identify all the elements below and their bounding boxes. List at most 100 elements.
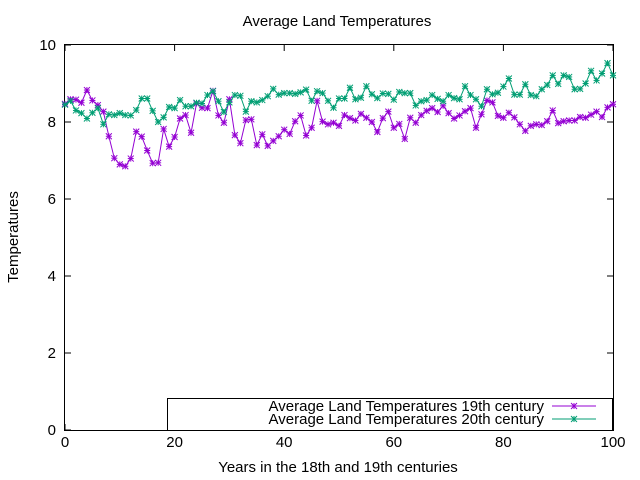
data-point [253, 141, 261, 149]
data-point [363, 82, 370, 90]
data-point [269, 137, 277, 145]
data-point [341, 111, 348, 119]
data-point [406, 114, 414, 122]
data-point [89, 97, 96, 104]
data-point [286, 89, 294, 97]
data-point [423, 107, 431, 115]
data-point [554, 80, 562, 88]
data-point [456, 95, 463, 103]
data-point [417, 111, 425, 119]
series-2 [61, 59, 617, 128]
data-point [538, 121, 546, 129]
y-axis-label: Temperatures [5, 191, 22, 283]
data-point [412, 119, 420, 127]
data-point [237, 92, 244, 100]
data-point [450, 115, 458, 122]
data-point [83, 86, 91, 94]
data-point [308, 124, 315, 132]
data-point [417, 97, 425, 105]
data-point [280, 126, 288, 134]
data-point [127, 112, 135, 119]
data-point [582, 114, 589, 122]
axes [64, 44, 614, 431]
data-point [116, 109, 124, 117]
x-tick-label: 0 [61, 434, 69, 451]
data-point [549, 72, 557, 79]
y-tick-label: 0 [48, 422, 56, 439]
data-point [478, 102, 485, 110]
data-point [363, 114, 370, 122]
data-point [461, 107, 469, 115]
x-tick-label: 60 [385, 434, 402, 451]
legend-marker [570, 415, 578, 423]
data-point [220, 108, 228, 116]
data-point [160, 114, 167, 121]
data-point [302, 132, 310, 139]
data-point [450, 94, 458, 102]
data-point [406, 89, 414, 97]
data-point [78, 109, 85, 117]
data-point [231, 131, 239, 139]
data-point [319, 118, 326, 125]
data-point [264, 92, 272, 100]
data-point [253, 99, 261, 106]
data-point [280, 89, 288, 97]
data-point [302, 86, 310, 94]
data-point [247, 115, 255, 123]
data-point [286, 130, 294, 138]
data-point [500, 83, 507, 90]
data-point [401, 89, 409, 97]
data-point [247, 97, 255, 105]
data-point [489, 90, 496, 98]
data-point [324, 97, 332, 105]
data-point [176, 115, 184, 122]
data-point [505, 75, 513, 82]
data-point [571, 85, 578, 93]
data-point [204, 91, 211, 99]
data-point [604, 104, 611, 111]
data-point [313, 87, 321, 95]
data-point [565, 117, 573, 124]
data-point [121, 111, 129, 119]
y-tick-label: 4 [48, 268, 56, 285]
data-point [483, 97, 491, 104]
data-point [89, 109, 96, 117]
data-point [461, 82, 469, 90]
series-group [61, 59, 617, 170]
data-point [165, 143, 173, 150]
data-point [105, 132, 113, 140]
data-point [560, 72, 568, 79]
data-point [291, 90, 299, 98]
y-tick-label: 2 [48, 345, 56, 362]
data-point [100, 120, 107, 128]
data-point [593, 108, 600, 115]
data-point [308, 97, 315, 105]
data-point [478, 110, 485, 118]
data-point [215, 97, 222, 105]
data-point [576, 85, 584, 93]
data-point [384, 90, 392, 98]
data-point [587, 67, 595, 75]
data-point [127, 155, 135, 162]
data-point [598, 113, 606, 121]
data-point [165, 103, 173, 111]
data-point [582, 80, 589, 87]
data-point [494, 112, 502, 120]
data-point [138, 95, 146, 102]
data-point [527, 122, 535, 130]
data-point [472, 124, 480, 132]
data-point [428, 91, 436, 99]
data-point [138, 133, 146, 140]
data-point [67, 97, 74, 105]
data-point [171, 104, 178, 112]
data-point [171, 133, 178, 141]
legend-box [167, 398, 613, 431]
y-tick-label: 10 [39, 37, 56, 54]
data-point [357, 94, 365, 102]
data-point [61, 101, 69, 109]
y-tick-label: 8 [48, 114, 56, 131]
data-point [390, 124, 398, 132]
data-point [412, 102, 420, 109]
data-point [313, 97, 321, 105]
